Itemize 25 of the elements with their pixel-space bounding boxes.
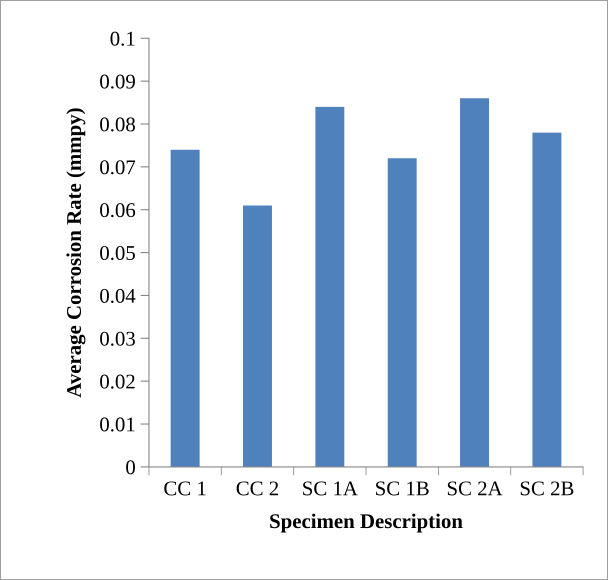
x-tick-label: CC 1: [164, 481, 206, 496]
bar: [243, 205, 272, 467]
bar: [170, 150, 200, 467]
y-tick-label: 0.03: [100, 332, 135, 346]
x-tick-label: SC 1B: [376, 481, 429, 496]
y-tick-label: 0.06: [100, 203, 136, 218]
y-tick-label: 0.08: [100, 117, 135, 132]
x-axis-title: Specimen Description: [270, 514, 463, 532]
y-tick-label: 0.02: [100, 374, 135, 389]
x-tick-label: SC 1A: [303, 481, 358, 496]
bar: [532, 132, 562, 467]
x-tick-label: CC 2: [236, 481, 278, 496]
y-tick-label: 0.04: [100, 288, 136, 303]
y-tick-label: 0: [126, 460, 135, 474]
y-tick-label: 0.07: [100, 160, 136, 174]
bar: [388, 158, 417, 467]
x-tick-label: SC 2A: [448, 481, 502, 496]
y-axis-title: Average Corrosion Rate (mmpy): [66, 108, 86, 398]
bar: [460, 98, 490, 467]
bar: [315, 106, 344, 467]
y-tick-label: 0.01: [100, 417, 135, 432]
y-tick-label: 0.1: [110, 32, 135, 46]
y-tick-label: 0.09: [100, 74, 135, 89]
y-tick-label: 0.05: [100, 246, 135, 260]
x-tick-label: SC 2B: [520, 481, 574, 496]
